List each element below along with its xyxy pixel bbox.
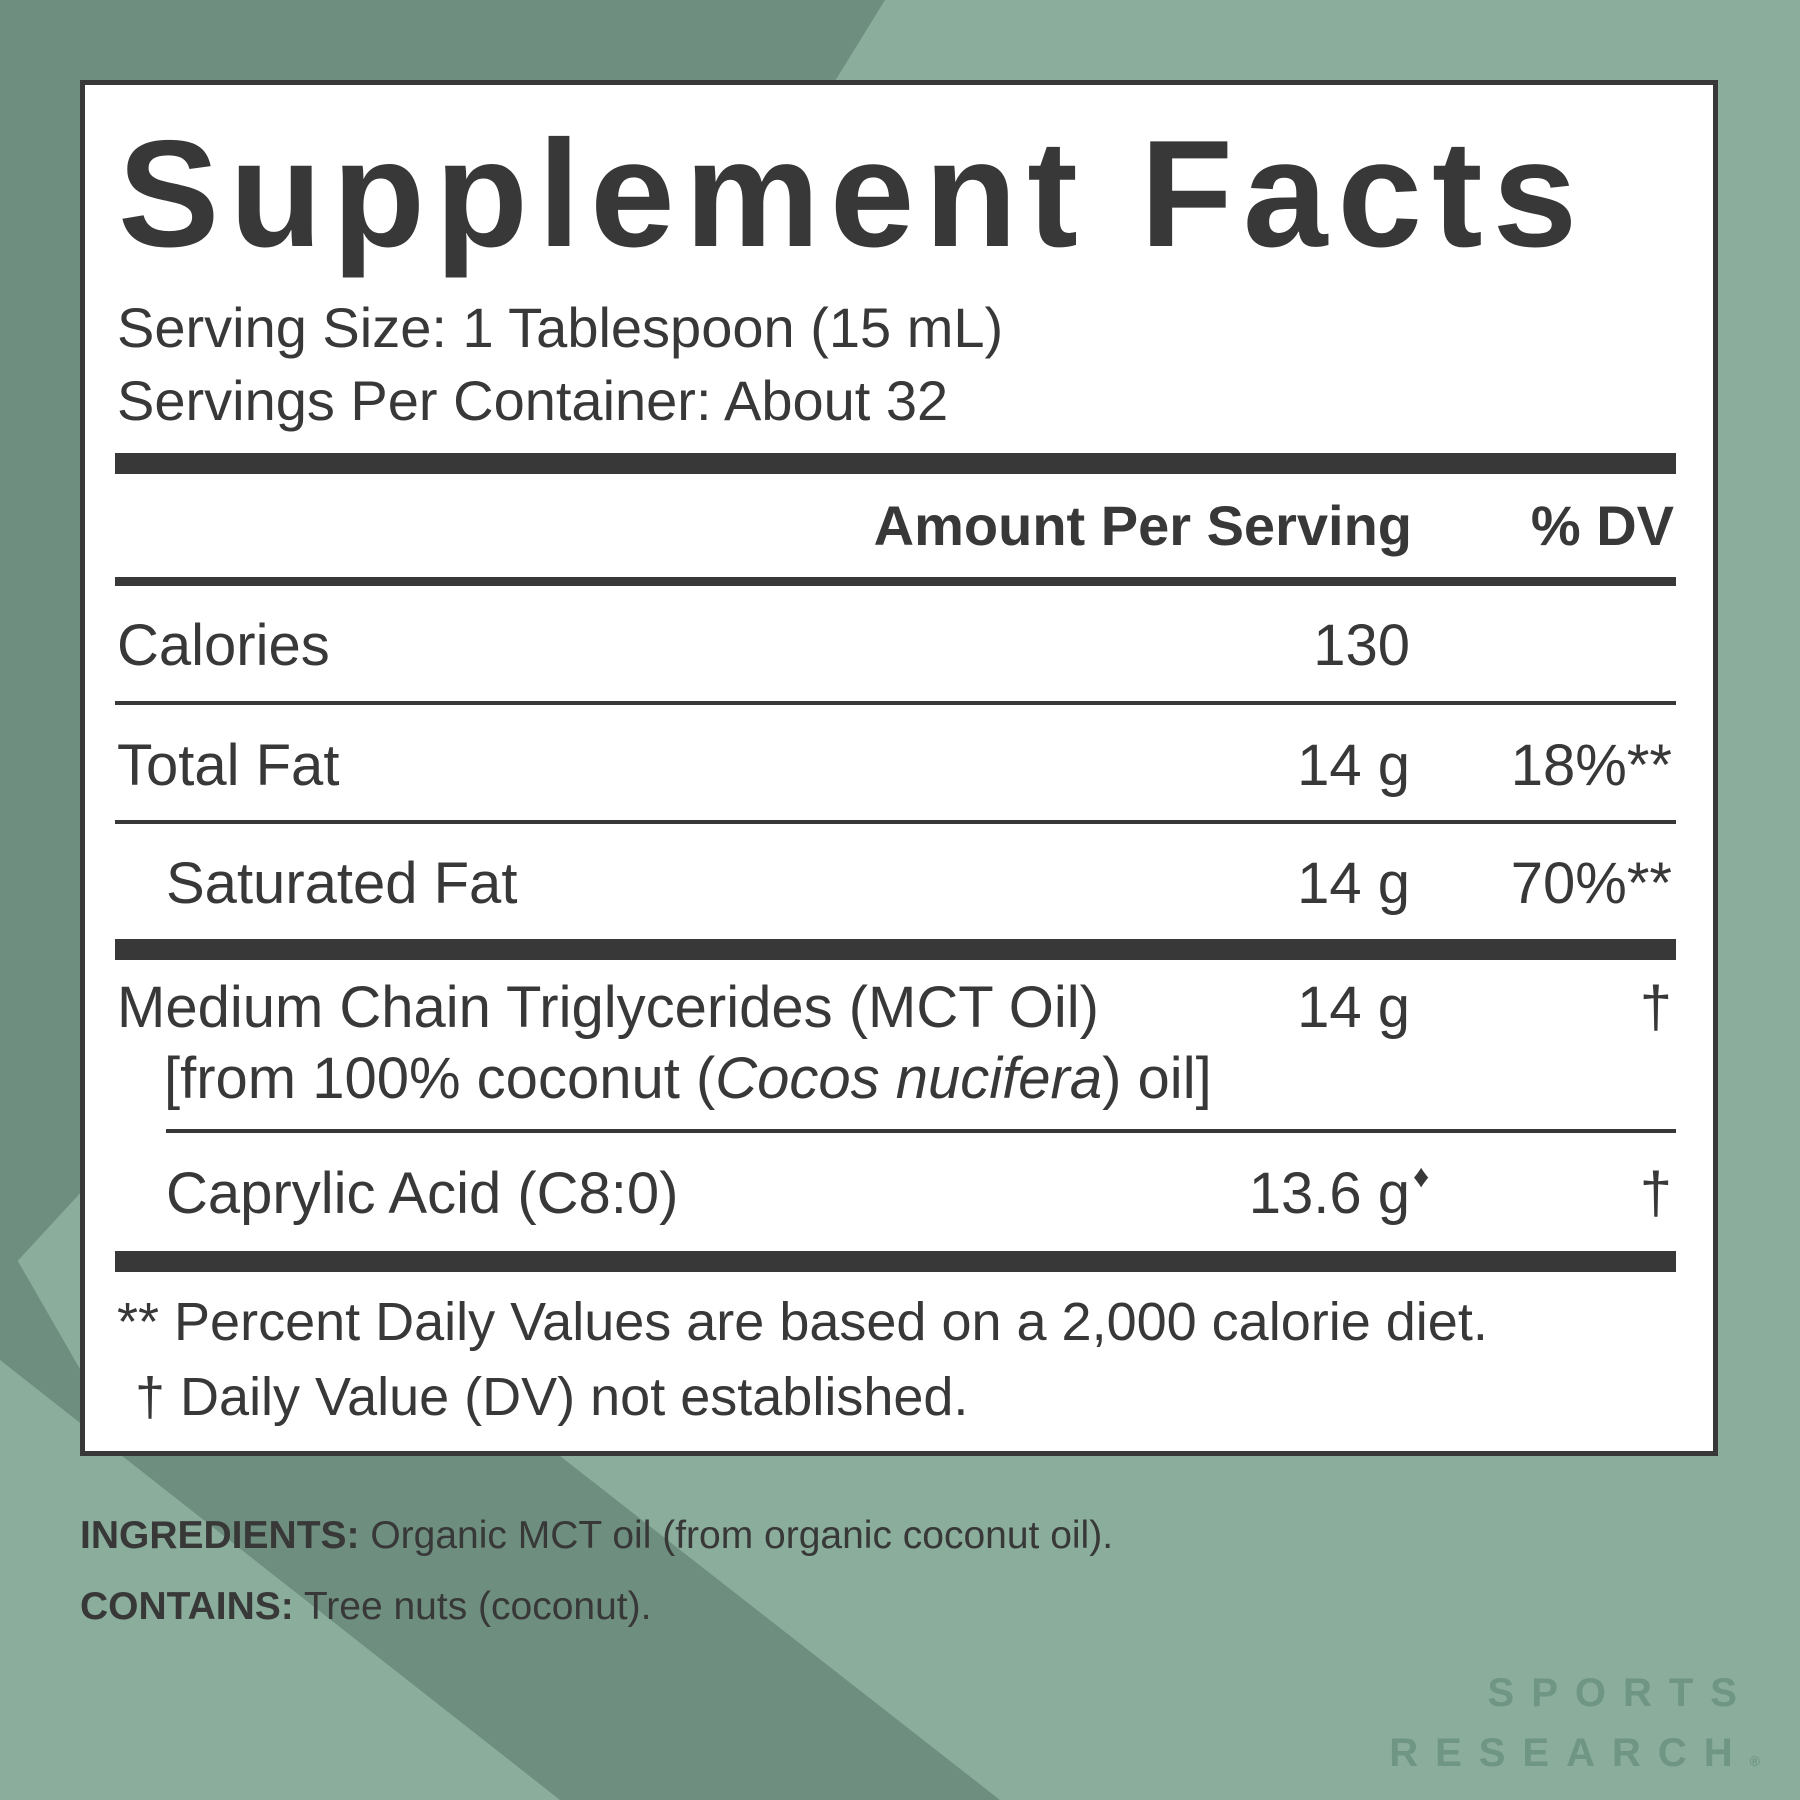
row-calories-amount: 130: [1313, 613, 1410, 678]
row-caprylic-dv: †: [1639, 1161, 1672, 1226]
row-saturated-fat-dv: 70%**: [1510, 851, 1672, 916]
row-calories-name: Calories: [117, 613, 330, 678]
ingredients: INGREDIENTS: Organic MCT oil (from organ…: [80, 1514, 1114, 1557]
background-band-lower: [0, 1230, 1000, 1800]
row-saturated-fat-amount: 14 g: [1297, 851, 1410, 916]
row-total-fat-amount: 14 g: [1297, 733, 1410, 798]
amount-per-serving-header: Amount Per Serving: [873, 494, 1412, 557]
row-total-fat-dv: 18%**: [1510, 733, 1672, 798]
brand-logo-line1: SPORTS: [1487, 1671, 1754, 1715]
row-caprylic-amount: 13.6 g: [1248, 1161, 1410, 1226]
contains: CONTAINS: Tree nuts (coconut).: [80, 1585, 652, 1628]
supplement-facts-panel: [80, 80, 1718, 1456]
diamond-icon: ♦: [1413, 1158, 1430, 1194]
thick-divider: [115, 453, 1676, 474]
thick-divider: [115, 939, 1676, 960]
thick-divider: [115, 1251, 1676, 1272]
dv-header: % DV: [1530, 494, 1674, 557]
row-mct-amount: 14 g: [1297, 975, 1410, 1040]
row-divider: [115, 820, 1676, 824]
footnote-dv: ** Percent Daily Values are based on a 2…: [117, 1292, 1488, 1352]
footnote-not-established: † Daily Value (DV) not established.: [135, 1367, 969, 1427]
row-divider: [115, 701, 1676, 705]
row-mct-name: Medium Chain Triglycerides (MCT Oil): [117, 975, 1099, 1040]
servings-per-container: Servings Per Container: About 32: [117, 369, 949, 432]
serving-size: Serving Size: 1 Tablespoon (15 mL): [117, 296, 1004, 359]
row-caprylic-name: Caprylic Acid (C8:0): [166, 1161, 679, 1226]
row-mct-source: [from 100% coconut (Cocos nucifera) oil]: [164, 1046, 1212, 1111]
row-mct-dv: †: [1639, 975, 1672, 1040]
row-divider: [166, 1129, 1676, 1133]
panel-title: Supplement Facts: [118, 109, 1588, 279]
header-divider: [115, 577, 1676, 586]
row-total-fat-name: Total Fat: [117, 733, 340, 798]
brand-logo-line2: RESEARCH®: [1389, 1731, 1760, 1775]
row-saturated-fat-name: Saturated Fat: [166, 851, 518, 916]
